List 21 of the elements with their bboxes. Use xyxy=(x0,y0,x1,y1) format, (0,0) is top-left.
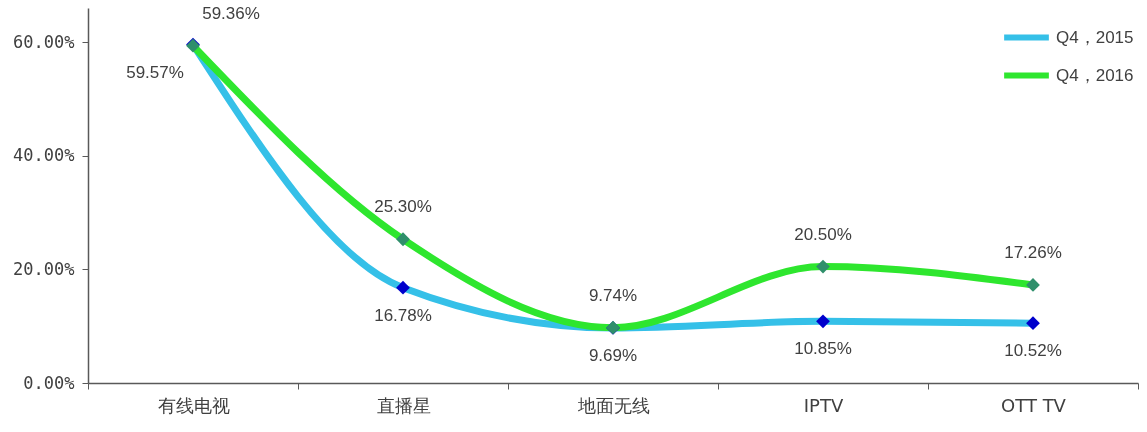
data-label: 10.52% xyxy=(1004,341,1062,361)
y-tick-label: 40.00% xyxy=(13,145,75,166)
x-tick-label: OTT TV xyxy=(1001,394,1067,416)
legend-label: Q4，2015 xyxy=(1056,27,1134,47)
legend-label: Q4，2016 xyxy=(1056,65,1134,85)
y-tick-label: 20.00% xyxy=(13,258,75,279)
x-tick-label: 地面无线 xyxy=(576,394,650,416)
data-label: 59.57% xyxy=(126,62,184,82)
data-label: 9.74% xyxy=(588,285,638,305)
data-label: 10.85% xyxy=(794,339,852,359)
data-label: 16.78% xyxy=(374,305,432,325)
y-tick-label: 60.00% xyxy=(13,31,75,52)
x-tick-label: IPTV xyxy=(803,394,844,416)
x-tick-label: 有线电视 xyxy=(157,394,230,416)
data-label: 20.50% xyxy=(794,224,852,244)
data-label: 9.69% xyxy=(588,345,638,365)
x-tick-label: 直播星 xyxy=(376,394,431,416)
data-label: 25.30% xyxy=(374,197,432,217)
data-label: 59.36% xyxy=(202,3,260,23)
y-tick-label: 0.00% xyxy=(23,372,75,393)
data-label: 17.26% xyxy=(1004,242,1062,262)
